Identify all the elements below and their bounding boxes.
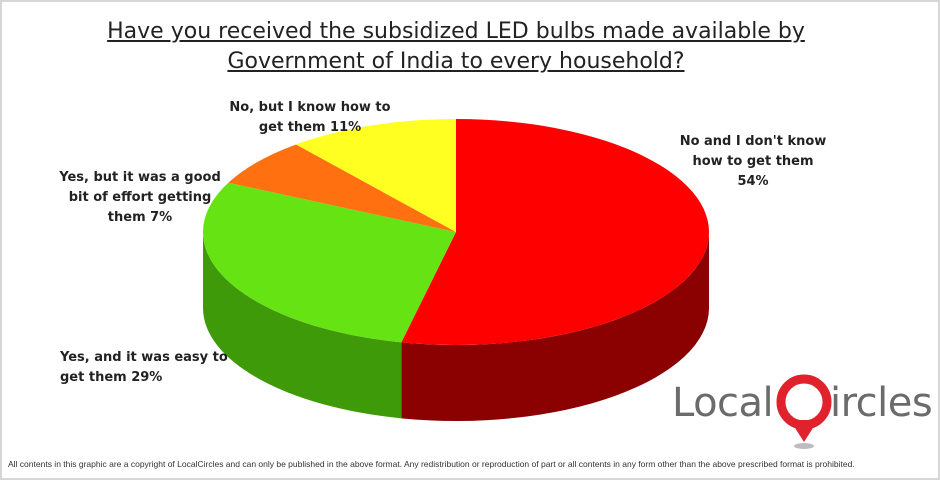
label-percent: them 7%	[107, 210, 173, 225]
pie-slice-2	[228, 144, 456, 232]
label-percent: 54%	[737, 174, 769, 189]
pie-slice-0	[401, 119, 710, 346]
localcircles-logo: Local ircles	[672, 372, 934, 452]
pie-slice-side-1	[203, 232, 402, 419]
label-line: Yes, but it was a good	[59, 170, 221, 185]
pie-slice-side-0	[401, 232, 709, 421]
slice-label-no-know-how: No, but I know how to get them 11%	[215, 98, 405, 138]
pie-slice-3	[296, 119, 456, 232]
label-line: get them 29%	[60, 370, 163, 385]
map-pin-icon	[776, 374, 832, 449]
chart-title-line-2: Government of India to every household?	[227, 49, 685, 74]
logo-text-left: Local	[672, 380, 774, 426]
label-line: No, but I know how to	[229, 100, 391, 115]
label-line: Yes, and it was easy to	[60, 350, 228, 365]
logo-text-right: ircles	[830, 380, 933, 426]
copyright-footer: All contents in this graphic are a copyr…	[8, 459, 855, 469]
slice-label-yes-easy: Yes, and it was easy to get them 29%	[60, 348, 260, 388]
label-line: bit of effort getting	[68, 190, 212, 205]
pie-slice-1	[203, 182, 456, 343]
label-line: No and I don't know	[679, 134, 827, 149]
label-line: how to get them	[692, 154, 814, 169]
slice-label-yes-effort: Yes, but it was a good bit of effort get…	[40, 168, 240, 228]
slice-label-no-dont-know: No and I don't know how to get them 54%	[678, 132, 828, 192]
label-line: get them 11%	[258, 120, 362, 135]
chart-title-line-1: Have you received the subsidized LED bul…	[107, 19, 805, 44]
